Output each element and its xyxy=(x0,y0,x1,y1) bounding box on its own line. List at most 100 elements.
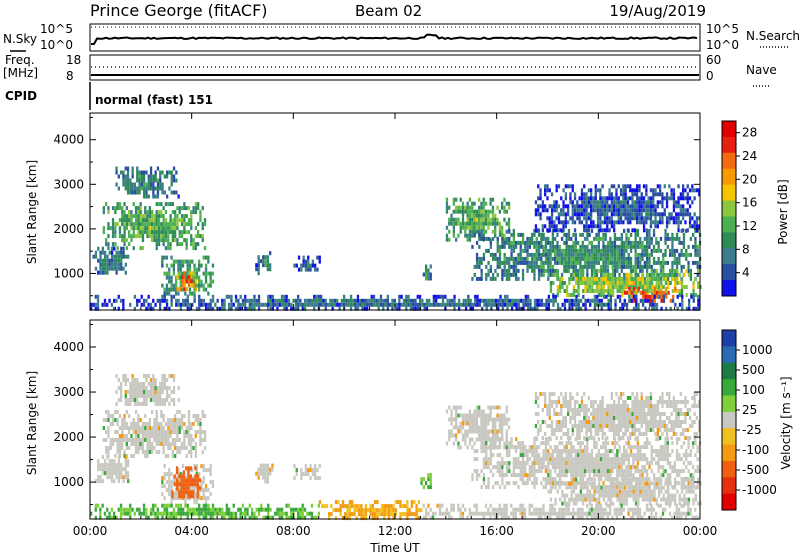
nsky-strip: N.Sky 10^5 10^0 10^5 10^0 N.Search xyxy=(3,22,800,52)
scatter-region xyxy=(171,466,202,499)
colorbar-tick-label: 28 xyxy=(742,126,757,140)
colorbar-swatch xyxy=(722,121,736,138)
station-title: Prince George (fitACF) xyxy=(90,1,268,20)
scatter-region xyxy=(422,264,432,281)
cpid-label: CPID xyxy=(5,89,37,103)
colorbar-swatch xyxy=(722,184,736,202)
scatter-region xyxy=(420,473,432,490)
colorbar-tick-label: -1000 xyxy=(742,483,777,497)
scatter-region xyxy=(293,255,321,272)
freq-label: Freq. xyxy=(5,53,35,67)
xtick-label: 20:00 xyxy=(581,524,616,538)
nave-label: Nave xyxy=(746,63,777,77)
ytick-label: 1000 xyxy=(53,266,84,280)
colorbar-swatch xyxy=(722,346,736,364)
colorbar-swatch xyxy=(722,330,736,347)
colorbar-tick-label: 20 xyxy=(742,172,757,186)
colorbar-swatch xyxy=(722,493,736,511)
colorbar-swatch xyxy=(722,136,736,154)
date-title: 19/Aug/2019 xyxy=(609,2,706,20)
colorbar-swatch xyxy=(722,477,736,495)
nsearch-tick-top: 10^5 xyxy=(706,22,739,36)
nsky-tick-bottom: 10^0 xyxy=(40,38,73,52)
ytick-label: 3000 xyxy=(53,385,84,399)
colorbar-swatch xyxy=(722,428,736,446)
colorbar-swatch xyxy=(722,444,736,462)
velocity-ylabel: Slant Range [km] xyxy=(25,371,39,475)
beam-title: Beam 02 xyxy=(355,2,422,20)
xtick-label: 00:00 xyxy=(683,524,718,538)
xtick-label: 04:00 xyxy=(174,524,209,538)
power-panel: 1000 2000 3000 4000 4 8 12 16 20 24 28 xyxy=(53,112,757,311)
scatter-region xyxy=(102,202,207,251)
scatter-region xyxy=(94,455,130,484)
colorbar-tick-label: 8 xyxy=(742,242,750,256)
colorbar-swatch xyxy=(722,152,736,170)
nsky-frame xyxy=(89,23,701,52)
scatter-region xyxy=(445,197,511,242)
nsky-tick-top: 10^5 xyxy=(40,22,73,36)
colorbar-swatch xyxy=(722,232,736,249)
colorbar-tick-label: 24 xyxy=(742,149,757,163)
xtick-label: 08:00 xyxy=(276,524,311,538)
colorbar-tick-label: 4 xyxy=(742,266,750,280)
colorbar-tick-label: 25 xyxy=(742,403,757,417)
scatter-region xyxy=(293,464,321,481)
scatter-region xyxy=(534,184,701,233)
nsearch-tick-bottom: 10^0 xyxy=(706,38,739,52)
colorbar-tick-label: -25 xyxy=(742,423,762,437)
colorbar-swatch xyxy=(722,379,736,396)
scatter-region xyxy=(90,294,700,311)
colorbar-swatch xyxy=(722,168,736,186)
scatter-region xyxy=(90,503,320,520)
colorbar-tick-label: 12 xyxy=(742,219,757,233)
scatter-region xyxy=(471,228,702,281)
ytick-label: 2000 xyxy=(53,222,84,236)
freq-unit: [MHz] xyxy=(3,66,38,80)
freq-tick-top: 18 xyxy=(66,53,81,67)
freq-frame xyxy=(89,54,701,81)
scatter-region xyxy=(115,374,180,406)
colorbar-swatch xyxy=(722,395,736,413)
cpid-strip: CPID normal (fast) 151 xyxy=(5,82,213,110)
scatter-region xyxy=(92,246,130,275)
scatter-region xyxy=(115,166,180,199)
colorbar-tick-label: -100 xyxy=(742,443,769,457)
colorbar-tick-label: -500 xyxy=(742,463,769,477)
power-colorbar: 4 8 12 16 20 24 28 xyxy=(721,120,757,297)
time-xlabel: Time UT xyxy=(369,541,420,554)
freq-tick-bottom: 8 xyxy=(66,69,74,83)
velocity-panel: 1000 2000 3000 4000 00:00 04:00 08:00 12:00 16:0… xyxy=(53,319,777,538)
xtick-label: 16:00 xyxy=(479,524,514,538)
nsearch-label: N.Search xyxy=(746,29,800,43)
colorbar-swatch xyxy=(722,411,736,429)
scatter-region xyxy=(547,269,702,297)
colorbar-tick-label: 16 xyxy=(742,196,757,210)
colorbar-frame xyxy=(721,120,737,297)
scatter-region xyxy=(534,392,701,440)
ytick-label: 1000 xyxy=(53,475,84,489)
colorbar-swatch xyxy=(722,200,736,217)
scatter-region xyxy=(255,251,272,276)
scatter-region xyxy=(547,477,702,506)
power-ylabel: Slant Range [km] xyxy=(25,160,39,264)
velocity-colorbar-label: Velocity [m s⁻¹] xyxy=(779,376,793,469)
xtick-label: 00:00 xyxy=(73,524,108,538)
colorbar-swatch xyxy=(722,216,736,233)
cpid-value: normal (fast) 151 xyxy=(95,93,213,107)
freq-strip: Freq. [MHz] 18 8 60 0 Nave xyxy=(3,53,777,87)
ytick-label: 4000 xyxy=(53,133,84,147)
colorbar-swatch xyxy=(722,460,736,478)
colorbar-swatch xyxy=(722,362,736,380)
colorbar-frame xyxy=(721,329,737,511)
power-colorbar-label: Power [dB] xyxy=(776,179,790,244)
ytick-label: 4000 xyxy=(53,340,84,354)
colorbar-tick-label: 500 xyxy=(742,363,765,377)
colorbar-swatch xyxy=(722,264,736,281)
ytick-label: 2000 xyxy=(53,430,84,444)
scatter-region xyxy=(445,405,511,450)
scatter-region xyxy=(318,500,423,521)
velocity-colorbar: 1000 500 100 25 -25 -100 -500 -1000 xyxy=(721,329,777,511)
scatter-region xyxy=(255,463,274,484)
